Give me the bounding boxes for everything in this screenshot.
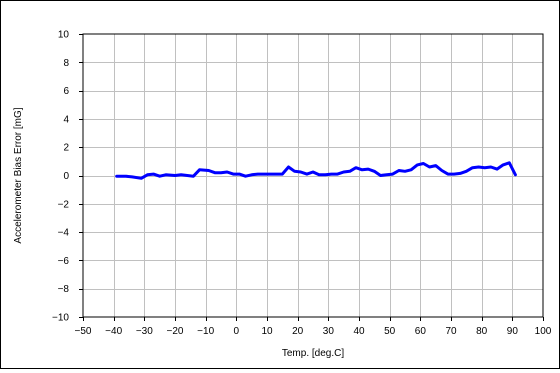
x-axis-title: Temp. [deg.C] [282, 348, 344, 359]
y-tick-label: −4 [58, 228, 70, 239]
x-tick-label: 100 [535, 326, 552, 337]
x-tick-label: 90 [507, 326, 519, 337]
y-tick-label: 8 [63, 58, 69, 69]
x-tick-label: 10 [261, 326, 273, 337]
y-tick-label: 2 [63, 143, 69, 154]
x-tick-label: −50 [75, 326, 92, 337]
x-tick-label: 70 [445, 326, 457, 337]
x-axis: −50 −40 −30 −20 −10 0 10 20 30 40 50 60 70 80 90 100 [75, 317, 552, 337]
x-tick-label: 60 [415, 326, 427, 337]
x-tick-label: −30 [136, 326, 153, 337]
x-tick-label: 0 [234, 326, 240, 337]
y-tick-label: 4 [63, 114, 69, 125]
series-line [115, 161, 517, 180]
x-tick-label: 80 [476, 326, 488, 337]
x-tick-label: 50 [384, 326, 396, 337]
grid [83, 34, 543, 317]
plot-area [82, 33, 544, 318]
y-tick-label: −10 [52, 313, 69, 324]
x-tick-label: −40 [105, 326, 122, 337]
y-axis: −10 −8 −6 −4 −2 0 2 4 6 8 10 [52, 30, 83, 324]
y-tick-label: 10 [58, 30, 70, 41]
x-tick-label: −10 [197, 326, 214, 337]
x-tick-label: 20 [292, 326, 304, 337]
x-tick-label: 40 [353, 326, 365, 337]
y-tick-label: −6 [58, 256, 70, 267]
y-tick-label: 6 [63, 86, 69, 97]
x-tick-label: −20 [167, 326, 184, 337]
series-layer [115, 161, 517, 180]
y-tick-label: −2 [58, 199, 70, 210]
x-tick-label: 30 [323, 326, 335, 337]
y-tick-label: −8 [58, 284, 70, 295]
y-tick-label: 0 [63, 171, 69, 182]
y-axis-title: Accelerometer Bias Error [mG] [13, 107, 24, 243]
